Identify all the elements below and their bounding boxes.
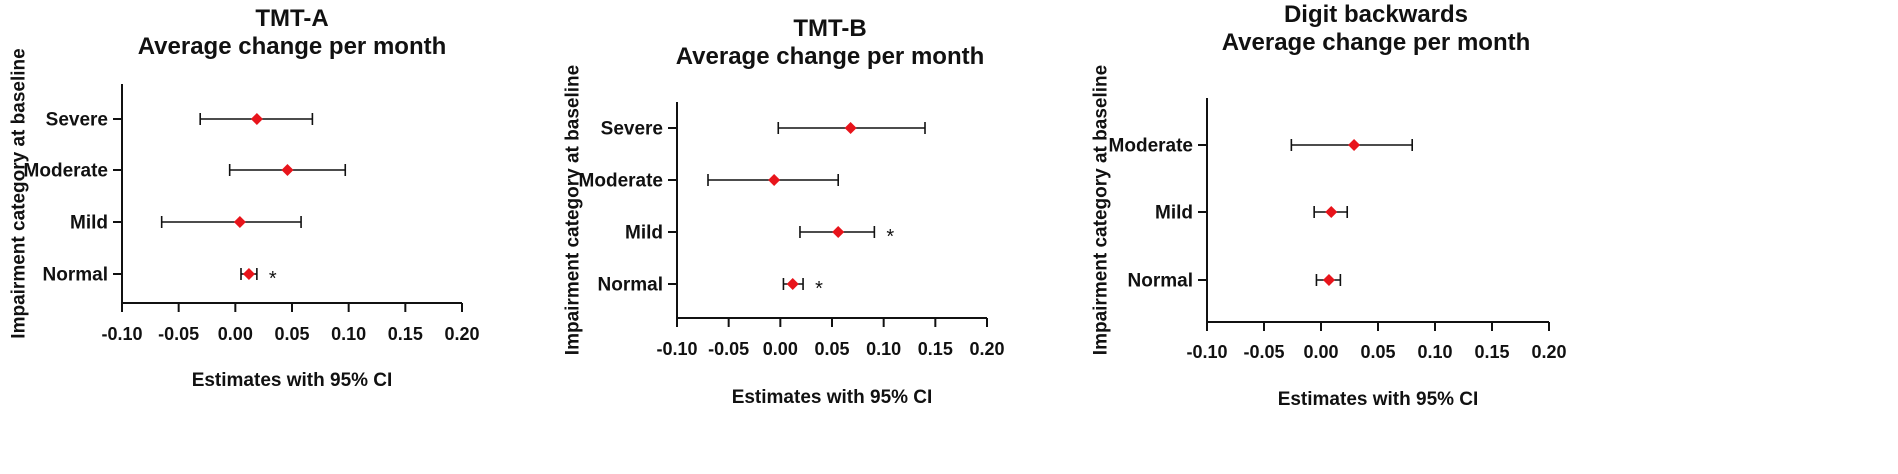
x-tick-label: 0.15 xyxy=(388,324,423,344)
significance-marker: * xyxy=(815,278,823,300)
y-axis-label: Impairment category at baseline xyxy=(563,65,584,355)
x-axis-label: Estimates with 95% CI xyxy=(1278,389,1479,410)
x-tick-label: 0.05 xyxy=(814,339,849,359)
y-axis-label: Impairment category at baseline xyxy=(1091,65,1112,355)
x-tick-label: 0.10 xyxy=(866,339,901,359)
estimate-marker xyxy=(786,278,799,290)
y-axis-label: Impairment category at baseline xyxy=(9,48,30,338)
x-tick-label: -0.05 xyxy=(1243,342,1284,362)
x-tick-label: 0.05 xyxy=(274,324,309,344)
x-tick-label: 0.00 xyxy=(1303,342,1338,362)
x-tick-label: -0.05 xyxy=(158,324,199,344)
x-axis-label: Estimates with 95% CI xyxy=(192,370,393,391)
chart-title-line: Average change per month xyxy=(676,43,985,70)
chart-title-line: TMT-B xyxy=(793,15,866,42)
estimate-marker xyxy=(768,174,781,186)
estimate-marker xyxy=(250,113,263,125)
x-axis-label: Estimates with 95% CI xyxy=(732,387,933,408)
x-tick-label: 0.20 xyxy=(969,339,1004,359)
category-label: Moderate xyxy=(579,171,663,192)
estimate-marker xyxy=(844,122,857,134)
x-tick-label: 0.20 xyxy=(1531,342,1566,362)
significance-marker: * xyxy=(886,226,894,248)
x-tick-label: 0.00 xyxy=(763,339,798,359)
estimate-marker xyxy=(242,268,255,280)
chart-title-line: Average change per month xyxy=(1222,29,1531,56)
chart-title-line: TMT-A xyxy=(255,5,328,32)
x-tick-label: 0.10 xyxy=(1417,342,1452,362)
x-tick-label: 0.15 xyxy=(918,339,953,359)
x-tick-label: 0.05 xyxy=(1360,342,1395,362)
estimate-marker xyxy=(832,226,845,238)
significance-marker: * xyxy=(269,268,277,290)
estimate-marker xyxy=(1348,139,1361,151)
category-label: Severe xyxy=(46,110,108,131)
category-label: Normal xyxy=(43,265,108,286)
estimate-marker xyxy=(1322,274,1335,286)
x-tick-label: 0.20 xyxy=(444,324,479,344)
estimate-marker xyxy=(1325,206,1338,218)
category-label: Mild xyxy=(70,213,108,234)
category-label: Severe xyxy=(601,119,663,140)
category-label: Mild xyxy=(1155,203,1193,224)
x-tick-label: 0.15 xyxy=(1474,342,1509,362)
x-tick-label: -0.05 xyxy=(708,339,749,359)
category-label: Moderate xyxy=(24,161,108,182)
category-label: Moderate xyxy=(1109,136,1193,157)
category-label: Mild xyxy=(625,223,663,244)
chart-title-line: Average change per month xyxy=(138,33,447,60)
x-tick-label: -0.10 xyxy=(656,339,697,359)
category-label: Normal xyxy=(598,275,663,296)
chart-title-line: Digit backwards xyxy=(1284,1,1468,28)
estimate-marker xyxy=(281,164,294,176)
category-label: Normal xyxy=(1128,271,1193,292)
x-tick-label: -0.10 xyxy=(1186,342,1227,362)
x-tick-label: 0.00 xyxy=(218,324,253,344)
x-tick-label: -0.10 xyxy=(101,324,142,344)
estimate-marker xyxy=(233,216,246,228)
x-tick-label: 0.10 xyxy=(331,324,366,344)
